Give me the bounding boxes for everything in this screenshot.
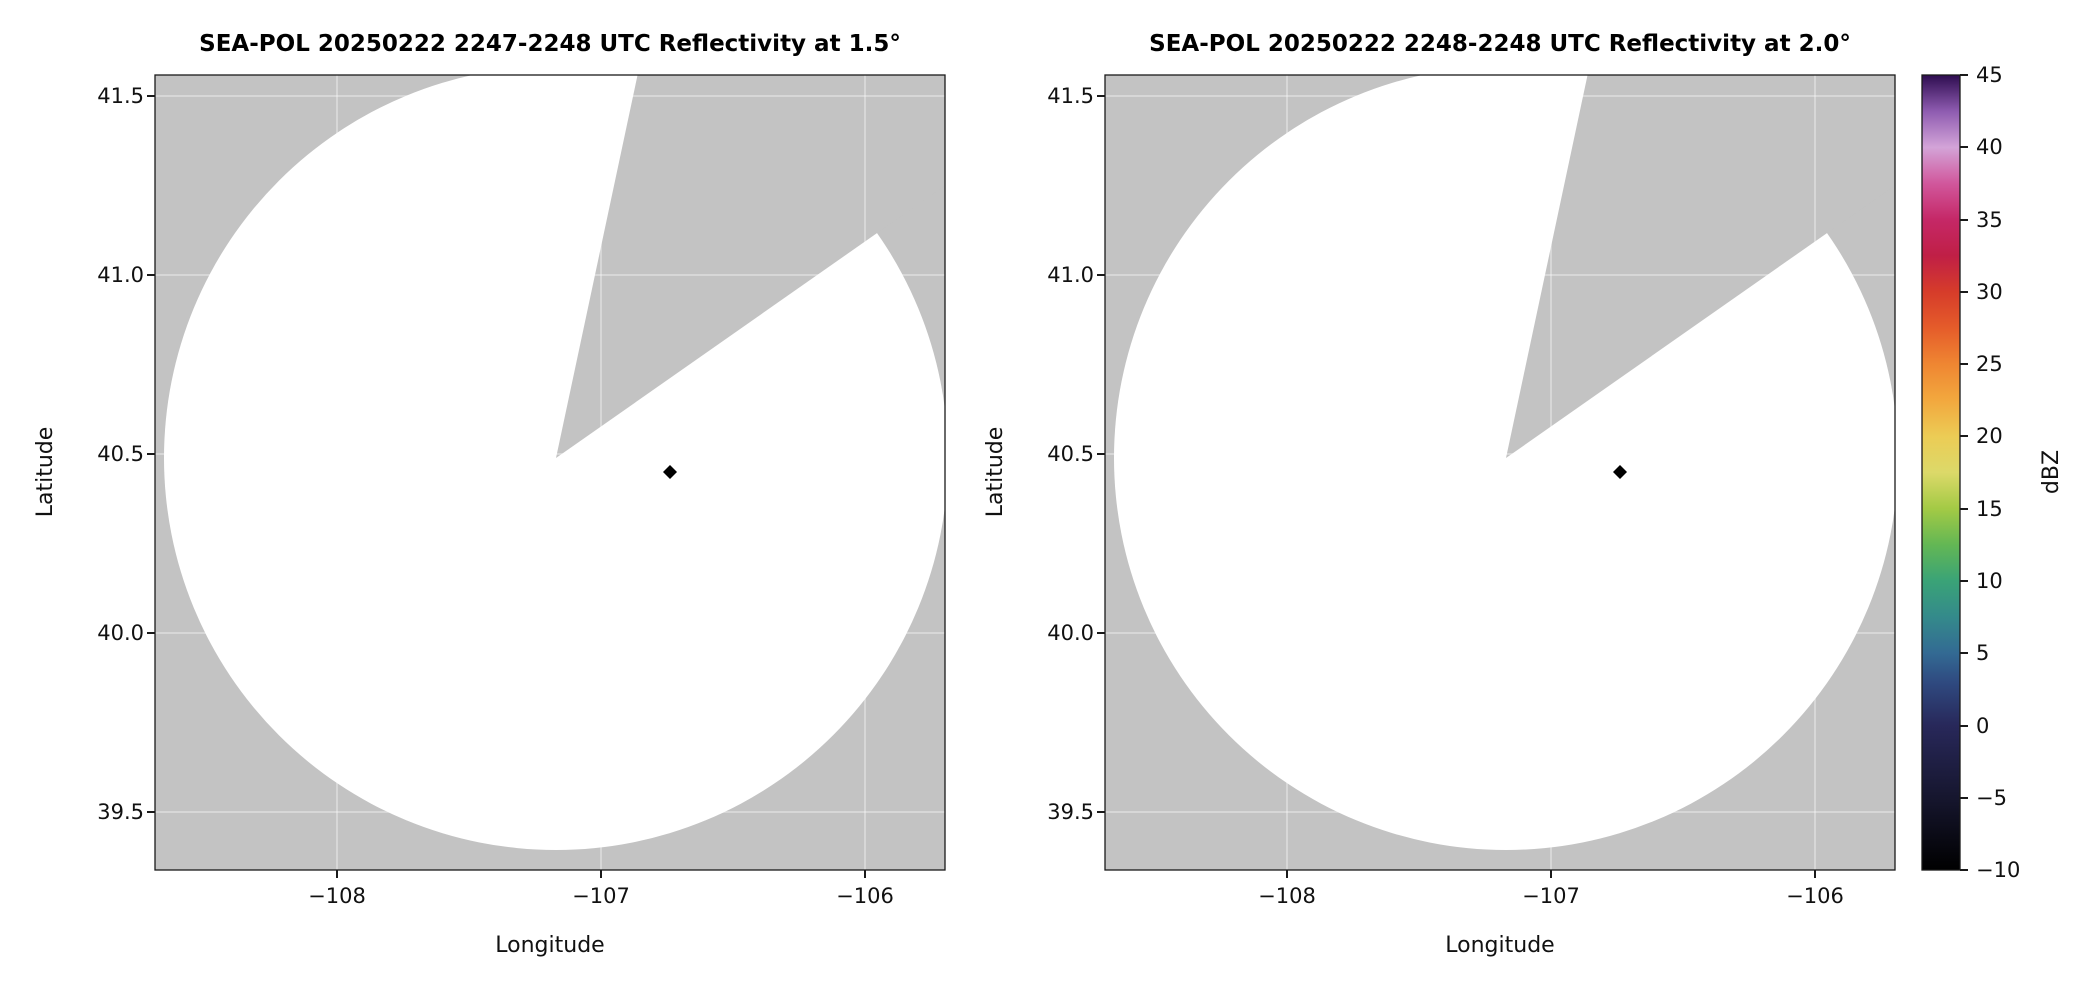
- x-tick-label: −106: [836, 884, 894, 908]
- colorbar-axis-label: dBZ: [2039, 450, 2064, 494]
- colorbar-gradient: [1922, 75, 1960, 870]
- colorbar-tick-marks: [1960, 74, 1968, 871]
- axis-tick-marks: [147, 95, 866, 878]
- gridlines: [155, 75, 945, 870]
- radar-panel-left: SEA-POL 20250222 2247-2248 UTC Reflectiv…: [33, 31, 946, 958]
- y-tick-label: 39.5: [97, 800, 144, 824]
- y-axis-label: Latitude: [983, 427, 1008, 518]
- x-tick-label: −106: [1786, 884, 1844, 908]
- y-tick-label: 40.0: [1047, 621, 1094, 645]
- colorbar-tick-label: 25: [1976, 352, 2003, 376]
- plot-frame: [1104, 74, 1896, 871]
- axis-tick-marks: [1097, 95, 1816, 878]
- x-axis-label: Longitude: [1445, 933, 1554, 958]
- y-tick-label: 40.0: [97, 621, 144, 645]
- blocked-sector-wedge: [1506, 75, 1895, 458]
- panel-title: SEA-POL 20250222 2248-2248 UTC Reflectiv…: [1149, 31, 1851, 57]
- blocked-sector-wedge: [556, 75, 945, 458]
- colorbar-tick-label: 30: [1976, 280, 2003, 304]
- colorbar-tick-label: 10: [1976, 569, 2003, 593]
- colorbar-tick-label: 20: [1976, 424, 2003, 448]
- colorbar: 45 40 35 30 25 20 15 10 5 0 −5 −10 dBZ: [1921, 63, 2064, 882]
- radar-site-marker: [1613, 465, 1627, 479]
- colorbar-tick-label: 35: [1976, 208, 2003, 232]
- y-tick-label: 40.5: [97, 442, 144, 466]
- y-tick-label: 41.5: [97, 84, 144, 108]
- x-tick-label: −107: [1522, 884, 1580, 908]
- gridlines: [1105, 75, 1895, 870]
- y-tick-label: 39.5: [1047, 800, 1094, 824]
- colorbar-tick-label: 40: [1976, 135, 2003, 159]
- y-tick-label: 41.5: [1047, 84, 1094, 108]
- colorbar-tick-label: −10: [1976, 858, 2020, 882]
- y-tick-label: 41.0: [97, 263, 144, 287]
- panel-title: SEA-POL 20250222 2247-2248 UTC Reflectiv…: [199, 31, 901, 57]
- colorbar-tick-label: 45: [1976, 63, 2003, 87]
- y-tick-label: 40.5: [1047, 442, 1094, 466]
- colorbar-tick-label: −5: [1976, 786, 2007, 810]
- x-tick-label: −107: [572, 884, 630, 908]
- colorbar-tick-label: 5: [1976, 641, 1989, 665]
- x-tick-label: −108: [308, 884, 366, 908]
- colorbar-tick-label: 15: [1976, 497, 2003, 521]
- radar-panel-right: SEA-POL 20250222 2248-2248 UTC Reflectiv…: [983, 31, 1896, 958]
- plot-frame: [154, 74, 946, 871]
- y-axis-label: Latitude: [33, 427, 58, 518]
- y-tick-label: 41.0: [1047, 263, 1094, 287]
- colorbar-frame: [1921, 74, 1961, 871]
- x-tick-label: −108: [1258, 884, 1316, 908]
- colorbar-tick-label: 0: [1976, 714, 1989, 738]
- x-axis-label: Longitude: [495, 933, 604, 958]
- radar-site-marker: [663, 465, 677, 479]
